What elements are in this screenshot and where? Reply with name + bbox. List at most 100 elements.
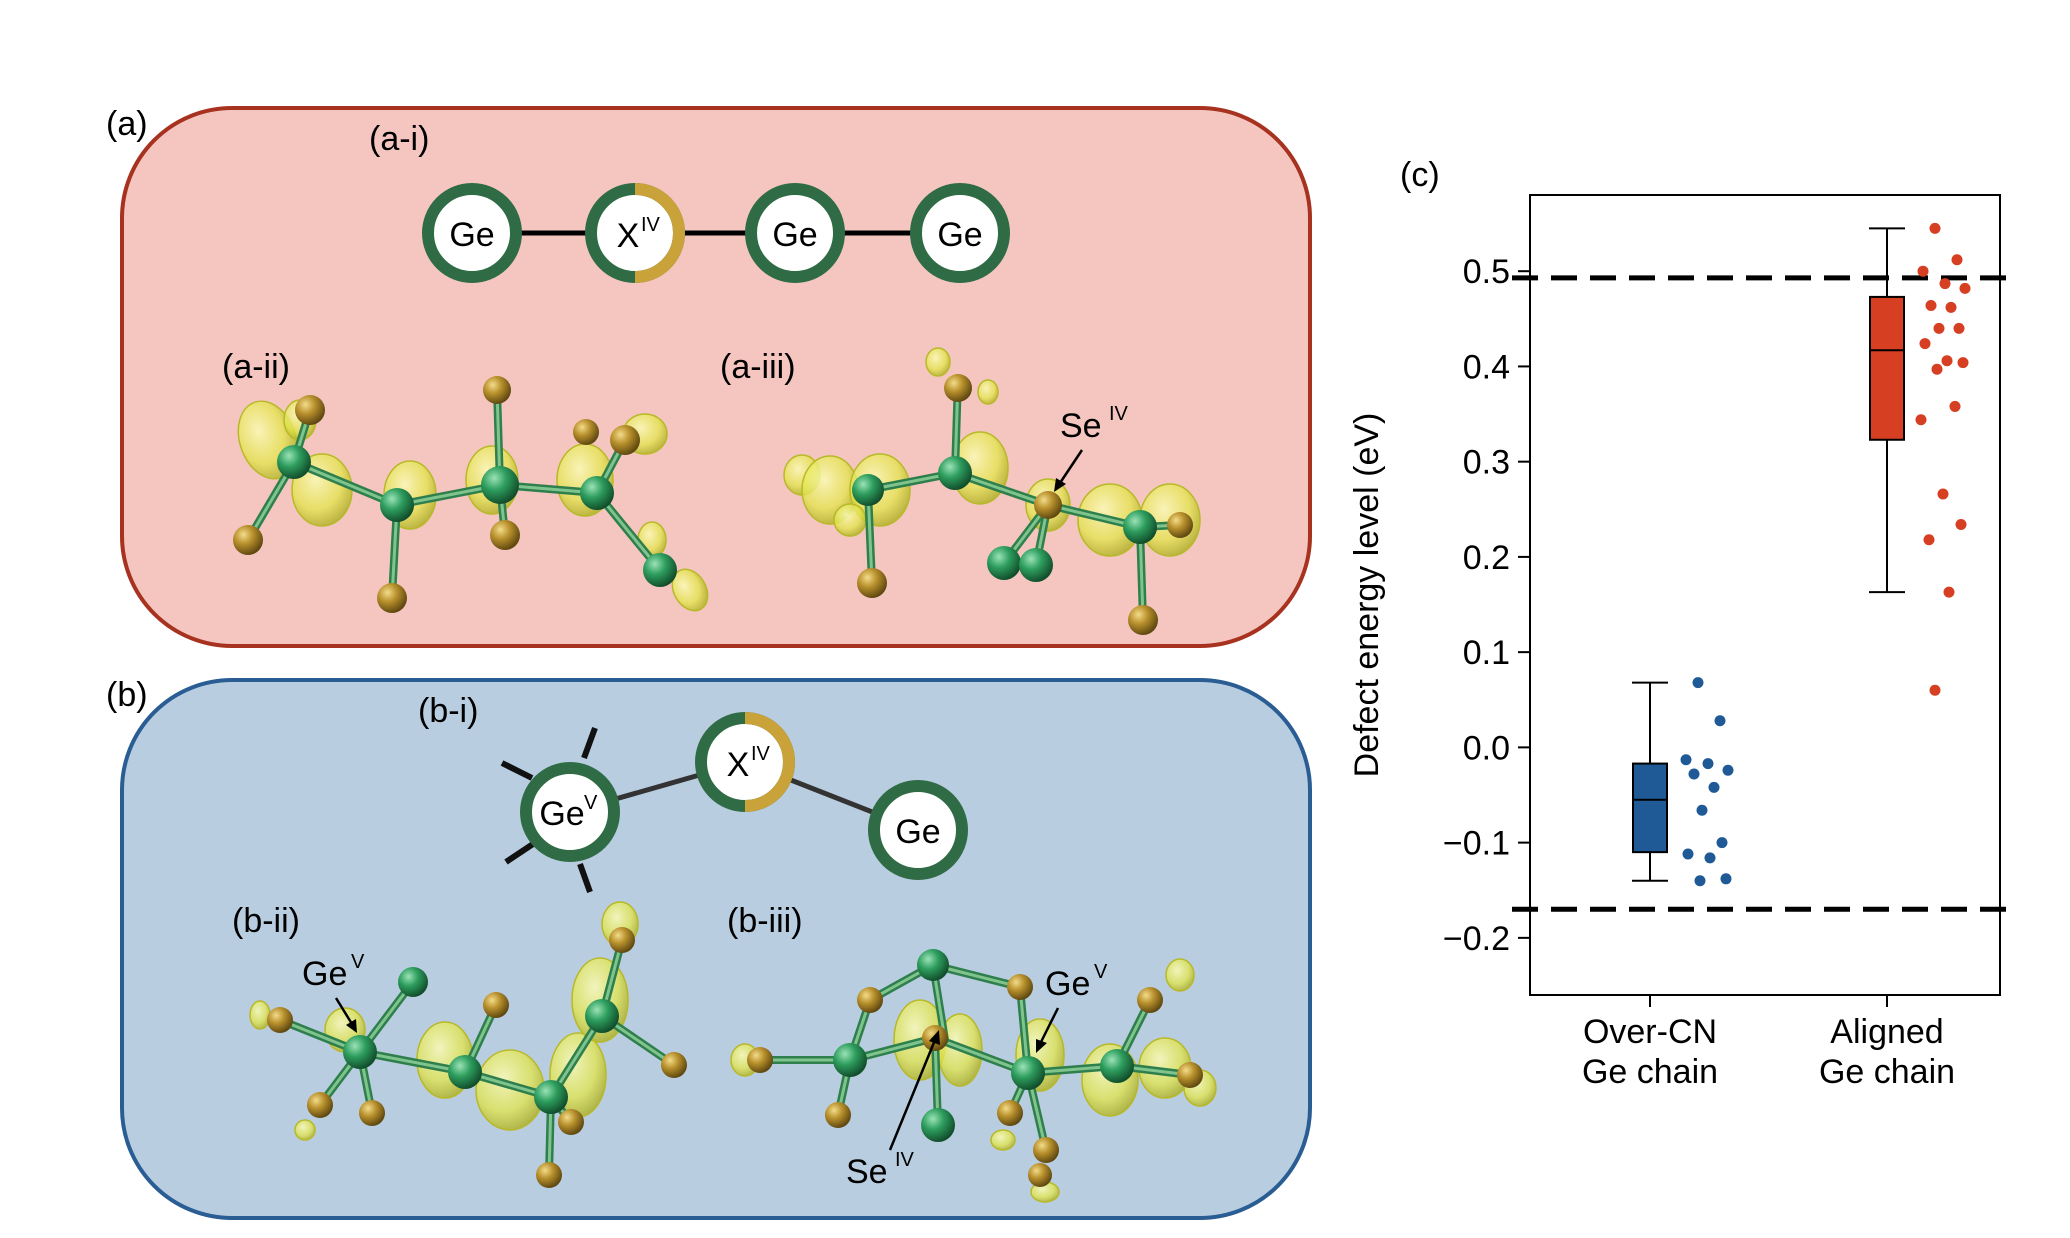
- se-atom: [1028, 1163, 1052, 1187]
- annotation-ge-v-iii: Ge V: [1036, 961, 1108, 1053]
- ge-atom: [987, 546, 1021, 580]
- data-point: [1716, 837, 1728, 849]
- data-point: [1943, 586, 1955, 598]
- box-plot-series: [1632, 677, 1734, 887]
- svg-text:Ge: Ge: [772, 216, 817, 254]
- y-tick-label: 0.0: [1463, 729, 1510, 767]
- x-tick-label: Over-CN: [1583, 1013, 1717, 1051]
- data-point: [1682, 848, 1694, 860]
- se-atom: [1177, 1062, 1203, 1088]
- se-atom: [307, 1092, 333, 1118]
- data-point: [1917, 265, 1929, 277]
- se-atom: [267, 1007, 293, 1033]
- isosurface-lobe: [1165, 958, 1195, 992]
- y-tick-label: −0.2: [1443, 920, 1510, 958]
- ge-atom: [585, 999, 619, 1033]
- box-plots: [1632, 222, 1971, 887]
- svg-text:X: X: [617, 217, 640, 255]
- se-atom: [573, 419, 599, 445]
- panel-a-iii-label: (a-iii): [720, 348, 796, 386]
- svg-text:IV: IV: [641, 214, 661, 236]
- se-atom: [377, 583, 407, 613]
- data-point: [1933, 322, 1945, 334]
- ge-atom: [938, 456, 972, 490]
- data-point: [1937, 488, 1949, 500]
- y-axis-label: Defect energy level (eV): [1348, 413, 1386, 778]
- data-point: [1941, 355, 1953, 367]
- panel-b-chain-schematic: Ge V X IV Ge: [500, 712, 968, 894]
- se-atom: [295, 395, 325, 425]
- data-point: [1945, 301, 1957, 313]
- molecule-b-ii: [249, 901, 687, 1188]
- se-atom: [490, 520, 520, 550]
- isosurface-lobe: [977, 379, 999, 405]
- ge-atom: [917, 949, 949, 981]
- ge-atom: [1019, 548, 1053, 582]
- panel-a-ii-label: (a-ii): [222, 348, 290, 386]
- se-atom: [1137, 987, 1163, 1013]
- reference-lines: [1512, 275, 2008, 912]
- se-atom: [609, 927, 635, 953]
- svg-text:V: V: [1094, 961, 1108, 983]
- se-atom: [944, 374, 972, 402]
- se-atom: [359, 1100, 385, 1126]
- panel-c-chart: (c) Defect energy level (eV) 0.50.40.30.…: [1348, 156, 2008, 1091]
- annotation-se-iv: Se IV: [1054, 403, 1129, 492]
- chain-atom-ge-v: Ge V: [520, 762, 620, 862]
- ge-atom: [277, 445, 311, 479]
- box: [1632, 762, 1668, 854]
- se-atom: [610, 425, 640, 455]
- ge-atom: [343, 1035, 377, 1069]
- se-atom: [483, 992, 509, 1018]
- se-atom: [233, 525, 263, 555]
- y-tick-label: 0.1: [1463, 634, 1510, 672]
- data-point: [1957, 357, 1969, 369]
- se-atom: [483, 376, 511, 404]
- ge-atom: [1123, 510, 1157, 544]
- panel-b-label: (b): [106, 676, 148, 714]
- se-atom: [997, 1100, 1023, 1126]
- y-tick-label: 0.2: [1463, 539, 1510, 577]
- svg-text:Ge: Ge: [539, 795, 584, 833]
- panel-c-label: (c): [1400, 156, 1440, 194]
- isosurface-lobe: [294, 1119, 316, 1141]
- data-point: [1708, 781, 1720, 793]
- se-atom: [558, 1109, 584, 1135]
- molecule-b-iii: [730, 949, 1217, 1203]
- data-point: [1931, 363, 1943, 375]
- ge-atom: [643, 553, 677, 587]
- data-point: [1694, 875, 1706, 887]
- data-point: [1955, 519, 1967, 531]
- data-point: [1680, 754, 1692, 766]
- data-point: [1929, 684, 1941, 696]
- data-point: [1959, 282, 1971, 294]
- data-point: [1722, 764, 1734, 776]
- ge-atom: [833, 1043, 867, 1077]
- data-point: [1702, 758, 1714, 770]
- annotation-se-iv-iii: Se IV: [846, 1030, 940, 1191]
- data-point: [1949, 400, 1961, 412]
- molecule-a-ii: [233, 376, 709, 613]
- se-atom: [1007, 974, 1033, 1000]
- data-point: [1919, 338, 1931, 350]
- se-atom: [1167, 512, 1193, 538]
- ge-atom: [380, 488, 414, 522]
- se-atom: [857, 987, 883, 1013]
- data-point: [1720, 873, 1732, 885]
- data-point: [1953, 322, 1965, 334]
- panel-a: (a) (a-i) Ge X IV Ge Ge (a-ii): [106, 105, 1312, 648]
- ge-atom: [1100, 1049, 1134, 1083]
- ge-atom: [852, 474, 884, 506]
- panel-b-i-label: (b-i): [418, 692, 478, 730]
- data-point: [1923, 534, 1935, 546]
- data-point: [1704, 852, 1716, 864]
- panel-b-background: [120, 678, 1312, 1220]
- data-point: [1696, 804, 1708, 816]
- svg-text:Ge: Ge: [302, 955, 347, 993]
- svg-text:V: V: [584, 792, 598, 814]
- data-point: [1714, 715, 1726, 727]
- svg-text:X: X: [727, 746, 750, 784]
- ge-atom: [481, 466, 519, 504]
